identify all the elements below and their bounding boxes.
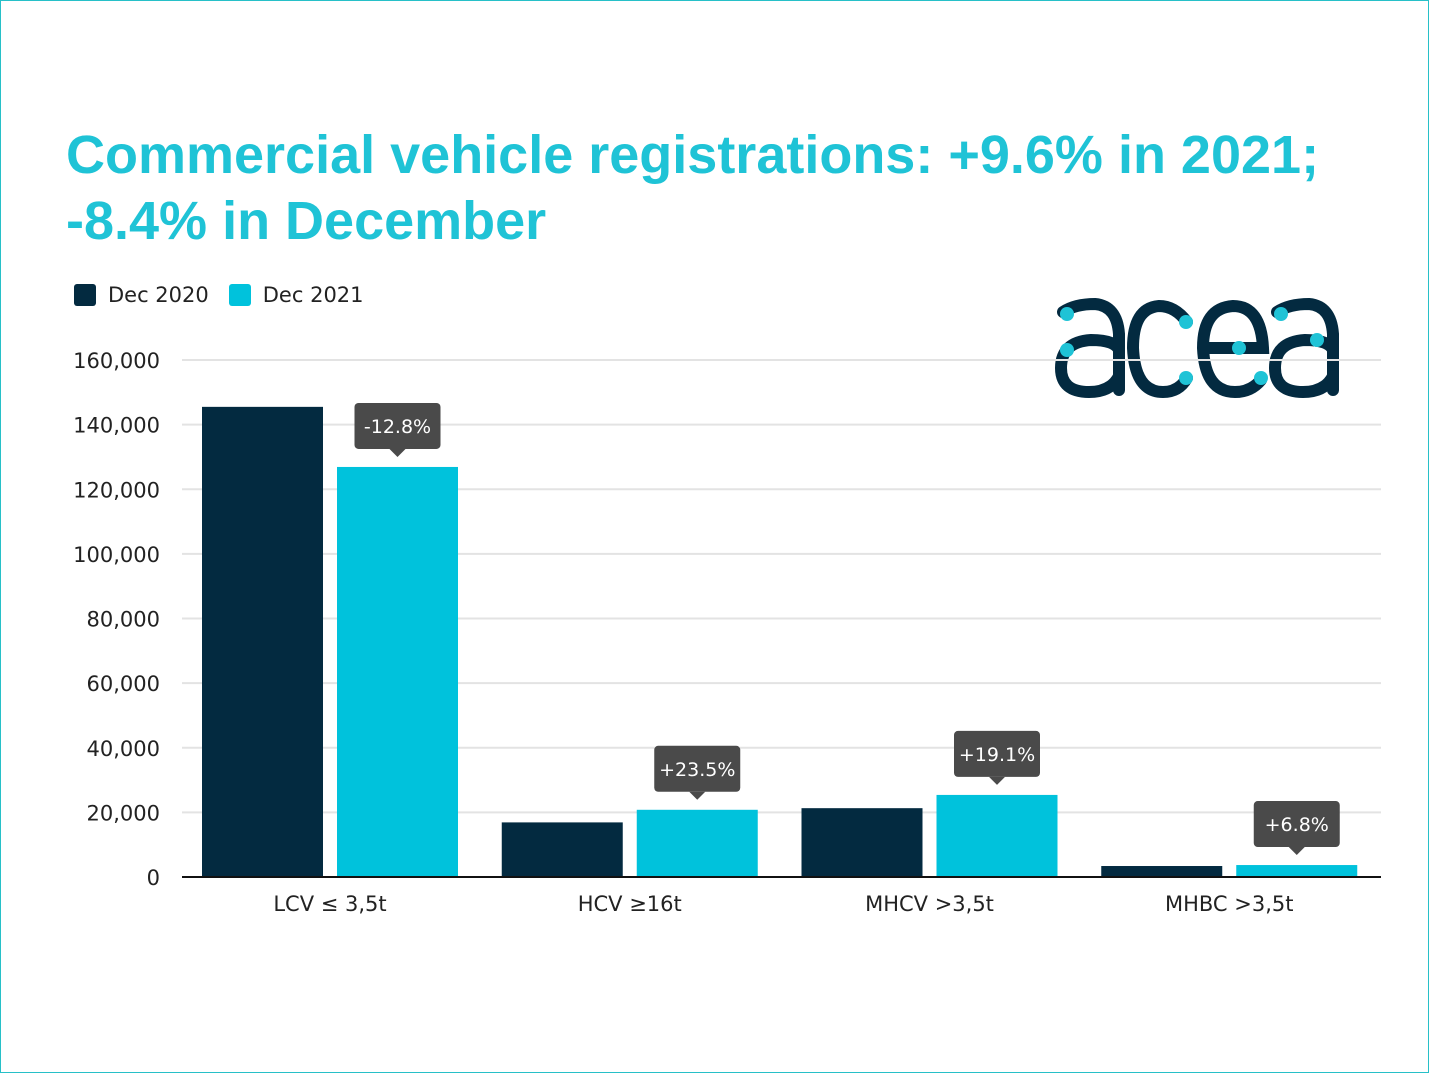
y-tick-label: 160,000 <box>73 349 160 373</box>
bar-dec-2021-lcv-3-5t <box>337 466 458 877</box>
y-tick-label: 40,000 <box>87 737 160 761</box>
annotation-pointer <box>1288 847 1305 856</box>
x-category-label: MHBC >3,5t <box>1165 892 1294 916</box>
annotation-label: +19.1% <box>959 744 1035 766</box>
chart-title: Commercial vehicle registrations: +9.6% … <box>66 125 1320 251</box>
annotation-pointer <box>989 776 1005 785</box>
x-category-label: MHCV >3,5t <box>865 892 994 916</box>
y-tick-label: 140,000 <box>73 414 160 438</box>
annotation-box <box>954 730 1040 777</box>
annotation-pointer <box>389 448 406 457</box>
y-tick-label: 60,000 <box>87 672 160 696</box>
legend-swatch-dec-2020 <box>74 284 96 306</box>
legend-swatch-dec-2021 <box>228 284 251 306</box>
annotation-box <box>1253 801 1340 848</box>
acea-logo <box>1055 297 1339 399</box>
annotation-label: -12.8% <box>364 416 431 438</box>
legend-label-dec-2020: Dec 2020 <box>108 283 209 307</box>
y-tick-label: 20,000 <box>87 801 160 825</box>
y-tick-label: 80,000 <box>87 608 160 632</box>
bar-dec-2021-mhbc-3-5t <box>1236 865 1358 877</box>
change-annotation: +19.1% <box>954 730 1040 785</box>
legend-label-dec-2021: Dec 2021 <box>262 283 364 307</box>
y-tick-label: 0 <box>147 866 160 890</box>
bar-dec-2020-lcv-3-5t <box>202 406 323 877</box>
y-tick-label: 120,000 <box>73 478 160 502</box>
x-category-label: HCV ≥16t <box>578 892 682 916</box>
change-annotation: +6.8% <box>1253 801 1340 856</box>
annotation-box <box>354 402 441 449</box>
bar-dec-2020-hcv-16t <box>501 822 623 877</box>
annotation-label: +23.5% <box>659 759 735 781</box>
bar-dec-2021-hcv-16t <box>636 809 758 877</box>
legend: Dec 2020 Dec 2021 <box>74 283 384 307</box>
annotation-pointer <box>689 791 706 800</box>
annotation-box <box>654 745 741 792</box>
bar-dec-2020-mhcv-3-5t <box>801 808 923 877</box>
x-category-label: LCV ≤ 3,5t <box>273 892 386 916</box>
y-tick-label: 100,000 <box>73 543 160 567</box>
bar-dec-2020-mhbc-3-5t <box>1101 866 1223 877</box>
legend-item-dec-2020: Dec 2020 <box>74 283 209 307</box>
legend-item-dec-2021: Dec 2021 <box>228 283 364 307</box>
change-annotation: +23.5% <box>654 745 741 800</box>
bar-dec-2021-mhcv-3-5t <box>936 794 1058 877</box>
change-annotation: -12.8% <box>354 402 441 457</box>
annotation-label: +6.8% <box>1265 814 1329 836</box>
